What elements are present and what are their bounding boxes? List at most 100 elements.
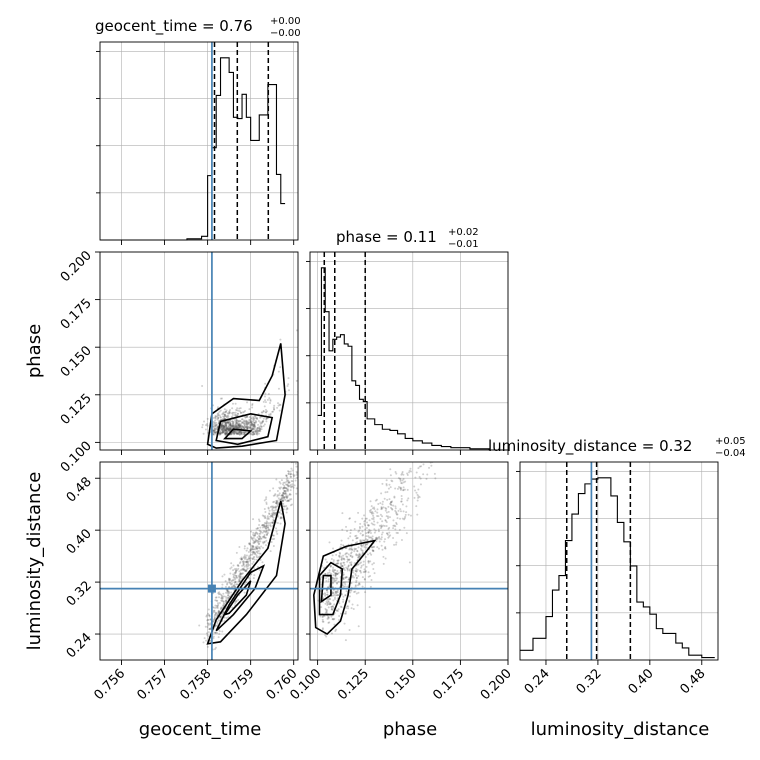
scatter-point xyxy=(203,637,206,640)
title-luminosity-distance-plus: +0.05 xyxy=(715,436,746,447)
scatter-point xyxy=(266,517,269,520)
scatter-point xyxy=(260,545,263,548)
title-phase-plus: +0.02 xyxy=(448,227,479,238)
scatter-point xyxy=(377,502,380,505)
scatter-point xyxy=(321,620,324,623)
scatter-point xyxy=(344,612,347,615)
scatter-point xyxy=(360,564,363,567)
scatter-point xyxy=(236,432,239,435)
scatter-point xyxy=(223,424,226,427)
scatter-point xyxy=(214,613,217,616)
scatter-point xyxy=(228,428,231,431)
scatter-point xyxy=(340,543,343,546)
scatter-point xyxy=(245,560,248,563)
scatter-point xyxy=(358,529,361,532)
scatter-point xyxy=(393,496,396,499)
scatter-point xyxy=(227,425,230,428)
scatter-point xyxy=(276,522,279,525)
scatter-point xyxy=(326,609,329,612)
scatter-point xyxy=(266,531,269,534)
scatter-point xyxy=(239,419,242,422)
scatter-point xyxy=(251,551,254,554)
scatter-point xyxy=(326,586,329,589)
scatter-point xyxy=(241,568,244,571)
scatter-point xyxy=(252,541,255,544)
scatter-point xyxy=(406,473,409,476)
scatter-point xyxy=(243,591,246,594)
scatter-point xyxy=(383,524,386,527)
scatter-point xyxy=(424,398,426,400)
scatter-point xyxy=(334,569,337,572)
scatter-point xyxy=(346,567,349,570)
scatter-point xyxy=(358,555,361,558)
xtick-label-geocent_time-0: 0.756 xyxy=(91,666,128,703)
scatter-point xyxy=(214,431,217,434)
scatter-point xyxy=(272,487,275,490)
scatter-point xyxy=(371,546,374,549)
scatter-point xyxy=(242,427,245,430)
scatter-point xyxy=(250,423,253,426)
scatter-point xyxy=(250,573,253,576)
scatter-point xyxy=(223,429,226,432)
scatter-point xyxy=(259,526,262,529)
scatter-point xyxy=(254,553,257,556)
scatter-point xyxy=(226,430,229,433)
scatter-point xyxy=(265,530,268,533)
scatter-point xyxy=(260,425,263,428)
scatter-point xyxy=(261,523,264,526)
scatter-point xyxy=(268,413,271,416)
scatter-point xyxy=(284,490,287,493)
scatter-point xyxy=(237,420,240,423)
scatter-point xyxy=(363,570,366,573)
scatter-point xyxy=(227,429,230,432)
scatter-point xyxy=(222,592,225,595)
scatter-point xyxy=(323,614,326,617)
scatter-point xyxy=(350,564,353,567)
scatter-point xyxy=(262,524,265,527)
scatter-point xyxy=(387,536,390,539)
scatter-point xyxy=(347,553,350,556)
scatter-point xyxy=(249,415,252,418)
scatter-point xyxy=(206,619,209,622)
scatter-point xyxy=(369,536,372,539)
scatter-point xyxy=(373,506,376,509)
scatter-point xyxy=(222,425,225,428)
scatter-point xyxy=(221,598,224,601)
scatter-point xyxy=(354,548,357,551)
scatter-point xyxy=(267,524,270,527)
scatter-point xyxy=(366,538,369,541)
scatter-point xyxy=(214,596,217,599)
scatter-point xyxy=(234,602,237,605)
scatter-point xyxy=(255,546,258,549)
scatter-point xyxy=(216,631,219,634)
scatter-point xyxy=(219,418,222,421)
scatter-point xyxy=(332,605,335,608)
scatter-point xyxy=(259,428,262,431)
scatter-point xyxy=(227,594,230,597)
scatter-point xyxy=(245,569,248,572)
scatter-point xyxy=(234,585,237,588)
scatter-point xyxy=(240,558,243,561)
scatter-point xyxy=(250,420,253,423)
scatter-point xyxy=(226,582,229,585)
scatter-point xyxy=(395,512,398,515)
scatter-point xyxy=(264,399,267,402)
scatter-point xyxy=(218,431,221,434)
scatter-point xyxy=(240,558,243,561)
scatter-point xyxy=(248,564,251,567)
scatter-point xyxy=(221,431,224,434)
scatter-point xyxy=(333,617,336,620)
scatter-point xyxy=(408,561,411,564)
scatter-point xyxy=(254,540,257,543)
scatter-point xyxy=(418,475,421,478)
scatter-point xyxy=(236,425,239,428)
scatter-point xyxy=(228,411,231,414)
scatter-point xyxy=(252,420,255,423)
scatter-point xyxy=(240,418,243,421)
scatter-point xyxy=(272,518,275,521)
scatter-point xyxy=(350,547,353,550)
scatter-point xyxy=(234,413,237,416)
scatter-point xyxy=(332,571,335,574)
scatter-point xyxy=(385,507,388,510)
scatter-point xyxy=(336,577,339,580)
